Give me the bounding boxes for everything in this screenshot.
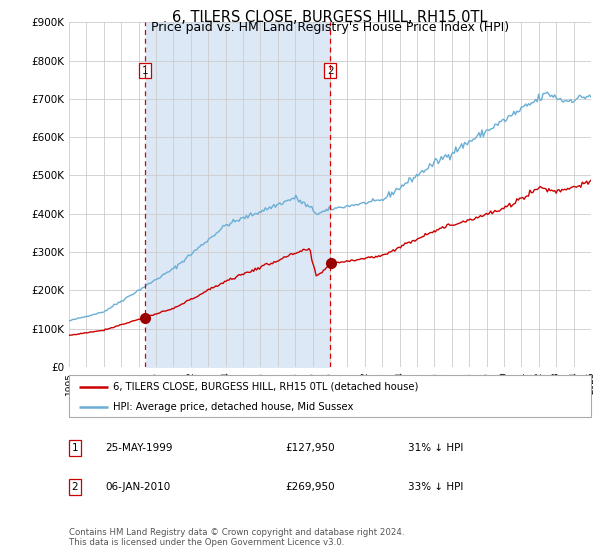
Text: 06-JAN-2010: 06-JAN-2010 <box>105 482 170 492</box>
Text: £127,950: £127,950 <box>285 443 335 453</box>
Text: HPI: Average price, detached house, Mid Sussex: HPI: Average price, detached house, Mid … <box>113 402 354 412</box>
Text: 6, TILERS CLOSE, BURGESS HILL, RH15 0TL: 6, TILERS CLOSE, BURGESS HILL, RH15 0TL <box>172 10 488 25</box>
Text: 2: 2 <box>71 482 79 492</box>
Text: £269,950: £269,950 <box>285 482 335 492</box>
Text: Price paid vs. HM Land Registry's House Price Index (HPI): Price paid vs. HM Land Registry's House … <box>151 21 509 34</box>
Text: 1: 1 <box>142 66 149 76</box>
Text: 33% ↓ HPI: 33% ↓ HPI <box>408 482 463 492</box>
Text: Contains HM Land Registry data © Crown copyright and database right 2024.
This d: Contains HM Land Registry data © Crown c… <box>69 528 404 547</box>
Text: 1: 1 <box>71 443 79 453</box>
Text: 31% ↓ HPI: 31% ↓ HPI <box>408 443 463 453</box>
Text: 2: 2 <box>327 66 334 76</box>
Text: 25-MAY-1999: 25-MAY-1999 <box>105 443 173 453</box>
Text: 6, TILERS CLOSE, BURGESS HILL, RH15 0TL (detached house): 6, TILERS CLOSE, BURGESS HILL, RH15 0TL … <box>113 382 419 392</box>
